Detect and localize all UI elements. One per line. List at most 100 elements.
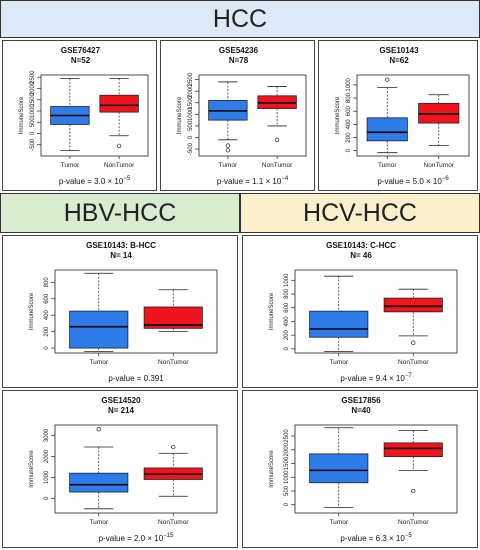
nontumor-outlier xyxy=(274,137,280,142)
x-tick-label-tumor: Tumor xyxy=(329,359,348,366)
x-tick-label-nontumor: NonTumor xyxy=(262,162,293,169)
y-tick-label: 1000 xyxy=(284,470,290,484)
x-tick-label-nontumor: NonTumor xyxy=(158,519,189,526)
y-tick-label: 2500 xyxy=(30,70,36,84)
y-tick-label: 800 xyxy=(346,92,352,103)
nontumor-outlier xyxy=(171,444,176,450)
y-axis-label: ImmuneScore xyxy=(29,292,35,330)
y-tick-label: 0 xyxy=(44,346,50,350)
y-tick-label: 600 xyxy=(44,293,50,304)
panel-gse76427: GSE76427 N=52 -500 0 500 1000 1500 2000 2500 Immu… xyxy=(2,40,157,191)
y-tick-label: 1000 xyxy=(188,107,194,121)
y-tick-label: 1000 xyxy=(44,470,50,484)
y-tick-label: 600 xyxy=(284,302,290,313)
y-tick-label: 1000 xyxy=(284,273,290,287)
x-tick-label-tumor: Tumor xyxy=(89,359,108,366)
chart-title: GSE76427 xyxy=(61,46,101,55)
p-value-exponent: −5 xyxy=(405,533,413,539)
y-tick-label: 400 xyxy=(44,310,50,321)
y-tick-label: 800 xyxy=(284,288,290,299)
nontumor-outlier xyxy=(411,340,416,345)
x-tick-label-tumor: Tumor xyxy=(329,519,348,526)
p-value-mantissa: p-value = 1.1 × 10 xyxy=(217,177,282,186)
tumor-box xyxy=(309,453,369,484)
chart-subtitle: N= 14 xyxy=(110,251,132,260)
y-tick-label: 600 xyxy=(346,106,352,117)
panel-gse14520: GSE14520 N= 214 0 1000 2000 3000 ImmuneScore Tu… xyxy=(2,390,238,548)
x-tick-label-tumor: Tumor xyxy=(61,162,80,169)
p-value-label: p-value = 3.0 × 10−5 xyxy=(59,176,131,186)
y-axis-label: ImmuneScore xyxy=(269,450,275,488)
tumor-outlier xyxy=(96,427,101,432)
nontumor-box xyxy=(383,442,443,458)
nontumor-box xyxy=(143,306,203,329)
y-tick-label: 2500 xyxy=(284,429,290,443)
y-tick-label: 0 xyxy=(284,502,290,506)
chart-title: GSE10143 xyxy=(379,46,419,55)
x-tick-label-nontumor: NonTumor xyxy=(398,359,429,366)
y-axis-label: ImmuneScore xyxy=(335,96,341,134)
y-tick-label: 2000 xyxy=(284,442,290,456)
x-tick-label-tumor: Tumor xyxy=(89,519,108,526)
y-tick-label: 1500 xyxy=(30,92,36,106)
y-tick-label: 1500 xyxy=(284,456,290,470)
x-tick-label-tumor: Tumor xyxy=(219,162,238,169)
x-tick-label-nontumor: NonTumor xyxy=(398,519,429,526)
plot-frame xyxy=(54,424,218,514)
chart-title: GSE10143: B-HCC xyxy=(86,241,156,250)
header-hcc: HCC xyxy=(0,0,480,38)
p-value-exponent: −15 xyxy=(163,533,174,539)
y-tick-label: 200 xyxy=(346,132,352,143)
p-value-mantissa: p-value = 9.4 × 10 xyxy=(340,374,405,383)
p-value-mantissa: p-value = 3.0 × 10 xyxy=(59,177,124,186)
y-axis-label: ImmuneScore xyxy=(177,96,183,134)
x-tick-label-nontumor: NonTumor xyxy=(104,162,135,169)
p-value-exponent: −4 xyxy=(281,176,289,182)
plot-frame xyxy=(198,74,307,157)
p-value-label: p-value = 9.4 × 10−7 xyxy=(340,373,412,383)
p-value-exponent: −7 xyxy=(405,373,413,379)
header-hcv-label: HCV-HCC xyxy=(303,198,417,227)
p-value-label: p-value = 5.0 × 10−6 xyxy=(377,176,449,186)
y-tick-label: 0 xyxy=(346,148,352,152)
panel-gse10143-c-hcc: GSE10143: C-HCC N= 46 0 200 400 600 800 1000 Imm… xyxy=(242,235,478,388)
y-tick-label: -500 xyxy=(30,138,36,151)
header-hcc-label: HCC xyxy=(212,4,268,33)
y-tick-label: 2000 xyxy=(30,81,36,95)
y-axis-label: ImmuneScore xyxy=(19,96,25,134)
y-tick-label: 0 xyxy=(188,135,194,139)
y-tick-label: 2500 xyxy=(188,72,194,86)
tumor-outlier xyxy=(225,148,231,153)
y-tick-label: 0 xyxy=(284,347,290,351)
y-tick-label: 500 xyxy=(30,117,36,128)
x-tick-label-nontumor: NonTumor xyxy=(158,359,189,366)
tumor-outlier xyxy=(225,143,231,148)
p-value-exponent: −5 xyxy=(123,176,131,182)
nontumor-outlier xyxy=(116,143,122,149)
p-value-mantissa: p-value = 6.3 × 10 xyxy=(340,534,405,543)
y-tick-label: 0 xyxy=(44,496,50,500)
y-tick-label: -500 xyxy=(188,142,194,155)
p-value-label: p-value = 2.0 × 10−15 xyxy=(99,533,174,543)
p-value-mantissa: p-value = 0.391 xyxy=(108,374,164,383)
header-hbv-label: HBV-HCC xyxy=(63,198,177,227)
header-hbv-hcc: HBV-HCC xyxy=(0,193,240,233)
chart-subtitle: N=40 xyxy=(351,406,371,415)
tumor-box xyxy=(309,310,369,338)
y-tick-label: 0 xyxy=(30,131,36,135)
y-tick-label: 400 xyxy=(284,316,290,327)
p-value-exponent: −6 xyxy=(442,176,450,182)
y-tick-label: 400 xyxy=(346,119,352,130)
panel-gse17856: GSE17856 N=40 0 500 1000 1500 2000 2500 ImmuneSc… xyxy=(242,390,478,548)
plot-frame xyxy=(54,269,218,354)
tumor-outlier xyxy=(385,77,390,82)
panel-gse10143: GSE10143 N=62 0 200 400 600 800 1000 ImmuneScore… xyxy=(318,40,478,191)
y-axis-label: ImmuneScore xyxy=(29,450,35,488)
p-value-label: p-value = 6.3 × 10−5 xyxy=(340,533,412,543)
nontumor-outlier xyxy=(411,488,416,494)
p-value-label: p-value = 1.1 × 10−4 xyxy=(217,176,289,186)
chart-subtitle: N=62 xyxy=(389,56,409,65)
y-tick-label: 1000 xyxy=(346,78,352,92)
